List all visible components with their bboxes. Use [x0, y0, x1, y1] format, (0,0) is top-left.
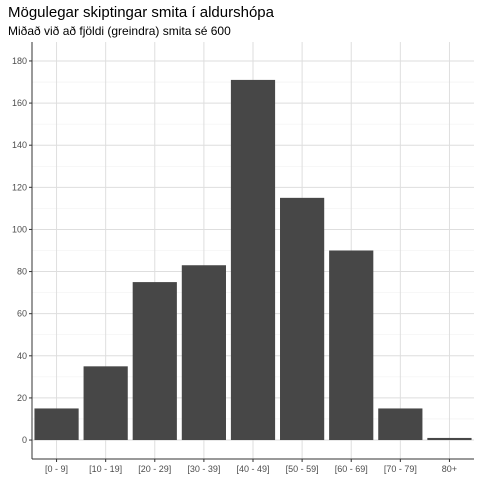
chart-subtitle: Miðað við að fjöldi (greindra) smita sé …	[8, 24, 231, 38]
bar-series	[34, 79, 472, 441]
x-tick-label: [70 - 79]	[384, 464, 417, 474]
x-tick-label: [50 - 59]	[286, 464, 319, 474]
bar-4	[230, 79, 276, 441]
bar-6	[329, 250, 374, 441]
x-tick-label: [20 - 29]	[138, 464, 171, 474]
x-tick-label: 80+	[442, 464, 457, 474]
y-tick-label: 40	[17, 351, 27, 361]
bar-5	[280, 197, 325, 441]
y-tick-label: 20	[17, 393, 27, 403]
bar-2	[132, 282, 177, 441]
y-axis-ticks: 0 20 40 60 80 100 120 140 160 180	[12, 56, 32, 445]
y-tick-label: 80	[17, 267, 27, 277]
bar-8	[427, 437, 472, 441]
bar-3	[181, 265, 226, 441]
y-tick-label: 180	[12, 56, 27, 66]
x-tick-label: [40 - 49]	[236, 464, 269, 474]
bar-0	[34, 408, 79, 441]
y-tick-label: 160	[12, 98, 27, 108]
y-tick-label: 140	[12, 140, 27, 150]
chart-title: Mögulegar skiptingar smita í aldurshópa	[8, 4, 274, 21]
x-axis-ticks: [0 - 9] [10 - 19] [20 - 29] [30 - 39] [40 - …	[45, 459, 457, 474]
x-tick-label: [0 - 9]	[45, 464, 68, 474]
x-tick-label: [30 - 39]	[187, 464, 220, 474]
bar-1	[83, 366, 128, 441]
y-tick-label: 120	[12, 182, 27, 192]
x-tick-label: [60 - 69]	[335, 464, 368, 474]
y-tick-label: 100	[12, 224, 27, 234]
bar-7	[378, 408, 423, 441]
x-tick-label: [10 - 19]	[89, 464, 122, 474]
y-tick-label: 60	[17, 309, 27, 319]
y-tick-label: 0	[22, 435, 27, 445]
